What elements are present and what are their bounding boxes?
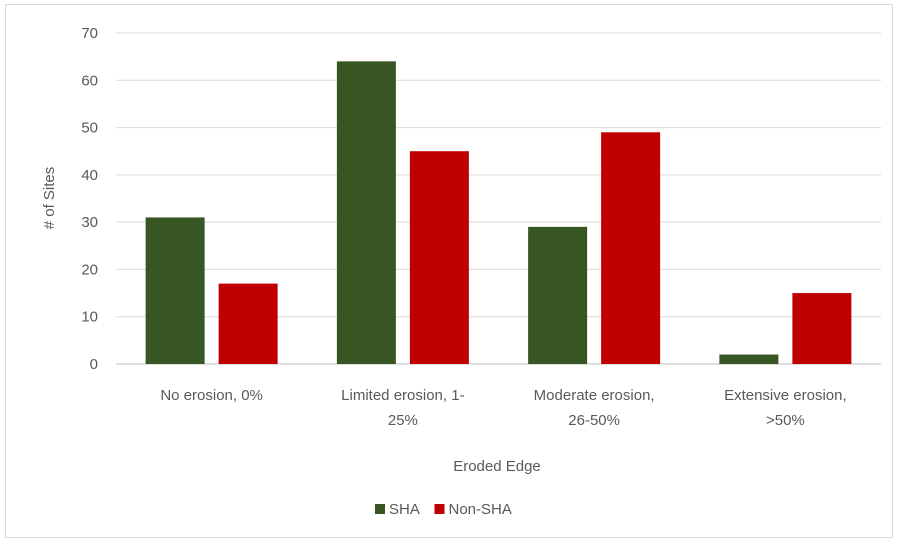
legend-label: SHA	[389, 501, 420, 518]
x-axis-title: Eroded Edge	[453, 458, 541, 475]
legend: SHA Non-SHA	[375, 501, 512, 518]
bar-sha	[145, 217, 205, 364]
y-axis-ticks: 0 10 20 30 40 50 60 70	[81, 25, 98, 373]
bars	[145, 61, 852, 364]
x-category-label: Extensive erosion,	[724, 387, 847, 404]
bar-non-sha	[218, 283, 278, 364]
bar-non-sha	[601, 132, 661, 364]
bar-non-sha	[409, 151, 469, 364]
x-category-label: Moderate erosion,	[534, 387, 655, 404]
legend-label: Non-SHA	[449, 501, 512, 518]
x-category-label: No erosion, 0%	[160, 387, 263, 404]
y-tick-label: 50	[81, 120, 98, 137]
y-tick-label: 0	[90, 356, 98, 373]
y-tick-label: 70	[81, 25, 98, 42]
x-category-label: Limited erosion, 1-	[341, 387, 464, 404]
y-tick-label: 40	[81, 167, 98, 184]
x-category-label: 26-50%	[568, 412, 620, 429]
y-tick-label: 60	[81, 72, 98, 89]
y-tick-label: 30	[81, 214, 98, 231]
y-tick-label: 10	[81, 309, 98, 326]
y-axis-title: # of Sites	[41, 167, 58, 230]
x-category-label: >50%	[766, 412, 805, 429]
bar-sha	[528, 226, 588, 364]
x-axis-categories: No erosion, 0% Limited erosion, 1- 25% Mode…	[160, 387, 846, 429]
y-tick-label: 20	[81, 261, 98, 278]
bar-non-sha	[792, 293, 852, 364]
bar-sha	[719, 354, 779, 364]
legend-swatch	[434, 504, 445, 514]
legend-swatch	[375, 504, 385, 514]
x-category-label: 25%	[388, 412, 418, 429]
bar-sha	[336, 61, 396, 364]
